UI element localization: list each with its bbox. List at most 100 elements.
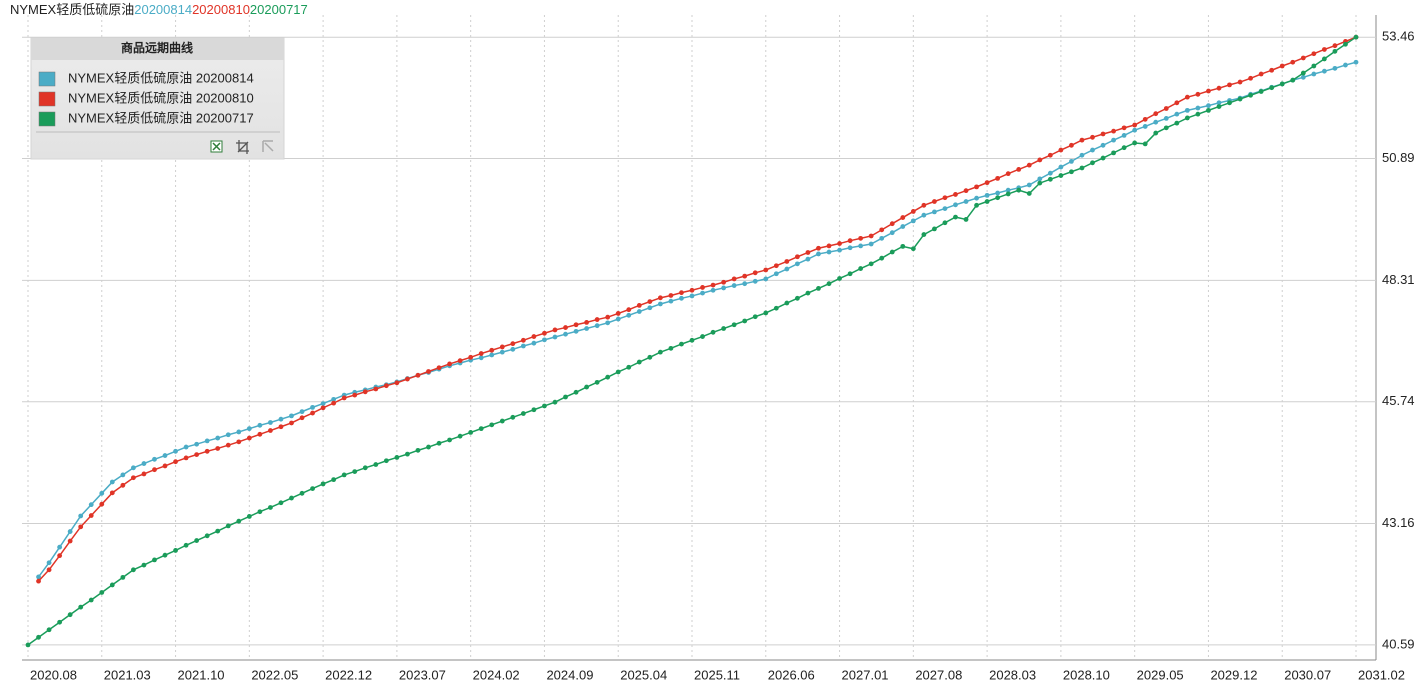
data-point: [225, 523, 231, 529]
x-tick-label: 2029.12: [1210, 667, 1257, 682]
data-point: [963, 217, 969, 222]
data-point: [1047, 176, 1053, 182]
data-point: [784, 259, 790, 264]
data-point: [1016, 187, 1022, 193]
data-point: [1227, 82, 1232, 88]
data-point: [1206, 103, 1211, 109]
reset-icon[interactable]: [262, 140, 274, 152]
data-point: [932, 199, 937, 204]
data-point: [1353, 59, 1359, 65]
data-point: [636, 302, 642, 308]
data-point: [932, 209, 937, 215]
data-point: [489, 347, 495, 353]
data-point: [626, 307, 632, 313]
data-point: [647, 299, 653, 305]
data-point: [510, 346, 516, 352]
data-point: [689, 287, 695, 293]
data-point: [1216, 104, 1222, 110]
data-point: [130, 567, 136, 573]
data-point: [78, 524, 84, 530]
data-point: [289, 413, 294, 419]
data-point: [1069, 169, 1074, 175]
data-point: [721, 279, 727, 285]
data-point: [742, 318, 748, 324]
data-point: [215, 435, 221, 441]
x-tick-label: 2025.04: [620, 667, 667, 682]
data-point: [362, 465, 368, 471]
data-point: [141, 461, 147, 466]
data-point: [1005, 191, 1011, 197]
data-point: [1142, 124, 1148, 129]
data-point: [668, 298, 674, 304]
data-point: [573, 389, 579, 395]
data-point: [236, 429, 242, 435]
data-point: [1132, 127, 1138, 133]
data-point: [921, 202, 927, 208]
data-point: [594, 317, 600, 322]
data-point: [99, 501, 105, 507]
data-point: [478, 355, 484, 361]
data-point: [1227, 100, 1232, 106]
data-point: [426, 369, 431, 374]
data-point: [1132, 140, 1138, 146]
data-point: [868, 261, 874, 267]
data-point: [1111, 150, 1116, 156]
data-point: [120, 482, 126, 488]
data-point: [594, 379, 600, 385]
data-point: [995, 175, 1001, 181]
data-point: [984, 192, 990, 198]
data-point: [995, 190, 1001, 196]
export-excel-icon[interactable]: [210, 140, 223, 153]
data-point: [900, 215, 906, 220]
data-point: [816, 251, 821, 257]
data-point: [331, 396, 337, 402]
legend-title: 商品远期曲线: [121, 40, 193, 55]
data-point: [605, 374, 611, 380]
data-point: [331, 477, 337, 483]
data-point: [573, 322, 579, 328]
data-point: [1016, 167, 1022, 172]
data-point: [88, 502, 94, 508]
data-point: [457, 433, 463, 439]
data-point: [152, 557, 157, 563]
data-point: [1090, 160, 1095, 166]
y-tick-label: 48.31: [1382, 272, 1415, 287]
data-point: [510, 341, 516, 347]
data-point: [1037, 157, 1043, 163]
data-point: [1237, 96, 1243, 102]
data-point: [1058, 173, 1064, 178]
data-point: [194, 538, 200, 543]
x-tick-label: 2022.12: [325, 667, 372, 682]
data-point: [531, 334, 537, 339]
data-point: [679, 295, 684, 301]
data-point: [679, 290, 684, 296]
data-point: [1206, 107, 1211, 113]
data-point: [742, 273, 748, 279]
title-part: 20200810: [192, 2, 250, 17]
data-point: [415, 372, 421, 378]
x-tick-label: 2025.11: [694, 667, 740, 682]
data-point: [67, 529, 73, 534]
data-point: [257, 431, 263, 437]
crop-icon[interactable]: [236, 140, 249, 154]
data-point: [794, 295, 800, 301]
data-point: [1121, 133, 1127, 138]
data-point: [78, 513, 84, 519]
data-point: [152, 456, 157, 462]
data-point: [520, 337, 526, 343]
data-point: [1132, 122, 1138, 128]
data-point: [763, 276, 769, 282]
data-point: [1311, 51, 1317, 57]
data-point: [710, 329, 716, 335]
data-point: [1321, 47, 1327, 52]
data-point: [1206, 88, 1211, 94]
data-point: [858, 266, 864, 271]
legend-swatch: [38, 71, 56, 87]
x-tick-label: 2029.05: [1137, 667, 1184, 682]
data-point: [204, 438, 210, 444]
data-point: [868, 241, 874, 247]
data-point: [436, 440, 442, 446]
data-point: [826, 243, 832, 249]
data-point: [183, 542, 189, 548]
data-point: [963, 188, 969, 194]
